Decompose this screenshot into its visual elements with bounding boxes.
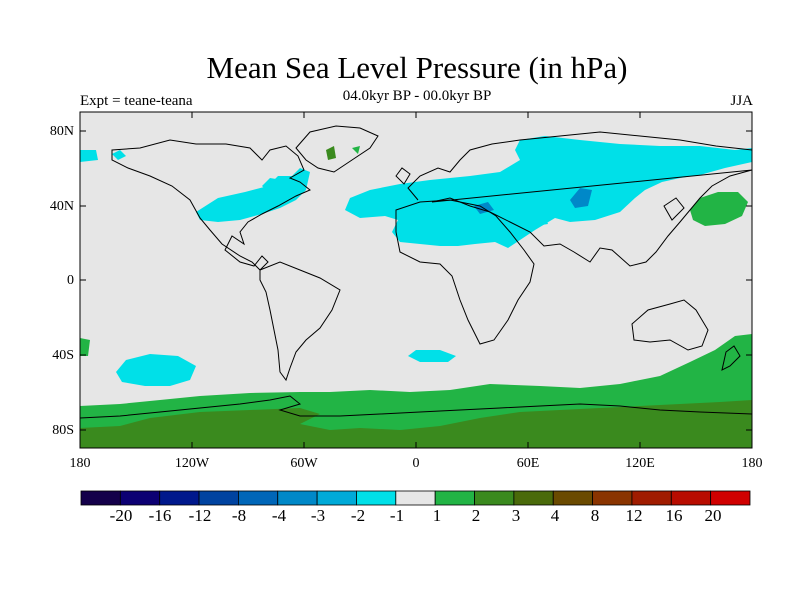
colorbar-label: 8 [590, 506, 600, 525]
colorbar-label: -16 [148, 506, 172, 525]
colorbar-swatch [277, 490, 318, 506]
colorbar-swatch [513, 490, 554, 506]
colorbar-swatch [238, 490, 279, 506]
coastlines [80, 125, 752, 419]
colorbar-swatch [395, 490, 436, 506]
greenland-stronger-high-region [326, 146, 336, 160]
colorbar-label: 1 [432, 506, 442, 525]
colorbar [80, 490, 751, 506]
colorbar-label: 3 [511, 506, 521, 525]
australia-coast [631, 299, 709, 351]
africa-coast [395, 199, 535, 345]
colorbar-label: 20 [704, 506, 722, 525]
colorbar-swatch [80, 490, 121, 506]
greenland-coast [295, 125, 379, 173]
colorbar-swatch [670, 490, 712, 506]
x-tick-label: 0 [412, 456, 420, 471]
colorbar-swatch [592, 490, 633, 506]
north-canada-low-region [262, 178, 282, 192]
central-asia-deeper-low-region [570, 188, 592, 208]
colorbar-swatch [631, 490, 672, 506]
map-title: Mean Sea Level Pressure (in hPa) [206, 50, 628, 85]
antarctica-coast [80, 395, 752, 419]
colorbar-swatch [474, 490, 515, 506]
red-sea-low-region [532, 216, 548, 226]
season-label: JJA [730, 93, 753, 109]
colorbar-label: 16 [665, 506, 683, 525]
greenland-high-region [352, 146, 360, 154]
colorbar-label: -2 [350, 506, 366, 525]
x-tick-label: 120W [174, 456, 210, 471]
south-pacific-low-region [116, 354, 196, 386]
experiment-label: Expt = teane-teana [80, 93, 193, 109]
y-tick-label: 80N [49, 124, 74, 139]
north-america-coast [111, 139, 311, 271]
y-tick-label: 0 [67, 273, 74, 288]
colorbar-label: -12 [188, 506, 212, 525]
colorbar-label: 4 [550, 506, 560, 525]
colorbar-swatch [710, 490, 751, 506]
western-pacific-low-region [80, 150, 98, 162]
colorbar-swatch [356, 490, 397, 506]
x-tick-label: 180 [741, 456, 763, 471]
colorbar-label: -4 [271, 506, 287, 525]
colorbar-label: -3 [310, 506, 326, 525]
arctic-small-low-region [112, 150, 126, 160]
map-subtitle: 04.0kyr BP - 00.0kyr BP [342, 88, 492, 104]
colorbar-swatch [119, 490, 161, 506]
colorbar-swatch [316, 490, 357, 506]
north-pacific-high-region [690, 192, 748, 226]
south-america-coast [259, 261, 341, 382]
y-tick-label: 40N [49, 199, 74, 214]
colorbar-swatch [552, 490, 593, 506]
y-tick-label: 80S [52, 423, 74, 438]
eurasia-low-region [345, 136, 752, 248]
colorbar-label: 12 [625, 506, 643, 525]
negative-anomaly-regions [80, 136, 752, 386]
colorbar-label: 2 [471, 506, 481, 525]
colorbar-label: -1 [389, 506, 405, 525]
x-tick-label: 60E [516, 456, 540, 471]
japan-coast [663, 197, 685, 221]
uk-coast [395, 167, 411, 185]
y-tick-label: 40S [52, 348, 74, 363]
new-zealand-coast [721, 345, 741, 371]
colorbar-swatch [159, 490, 200, 506]
x-tick-label: 180 [69, 456, 91, 471]
colorbar-swatch [198, 490, 239, 506]
x-tick-label: 120E [625, 456, 655, 471]
axis-ticks [79, 112, 753, 448]
colorbar-swatch [434, 490, 475, 506]
map-plot-area [80, 112, 752, 448]
eurasia-coast [407, 131, 752, 267]
south-atlantic-low-region [408, 350, 456, 362]
colorbar-label: -20 [109, 506, 133, 525]
x-tick-label: 60W [290, 456, 318, 471]
west-edge-high-region [80, 338, 90, 356]
colorbar-label: -8 [231, 506, 247, 525]
antarctic-stronger-high-region [80, 400, 752, 448]
